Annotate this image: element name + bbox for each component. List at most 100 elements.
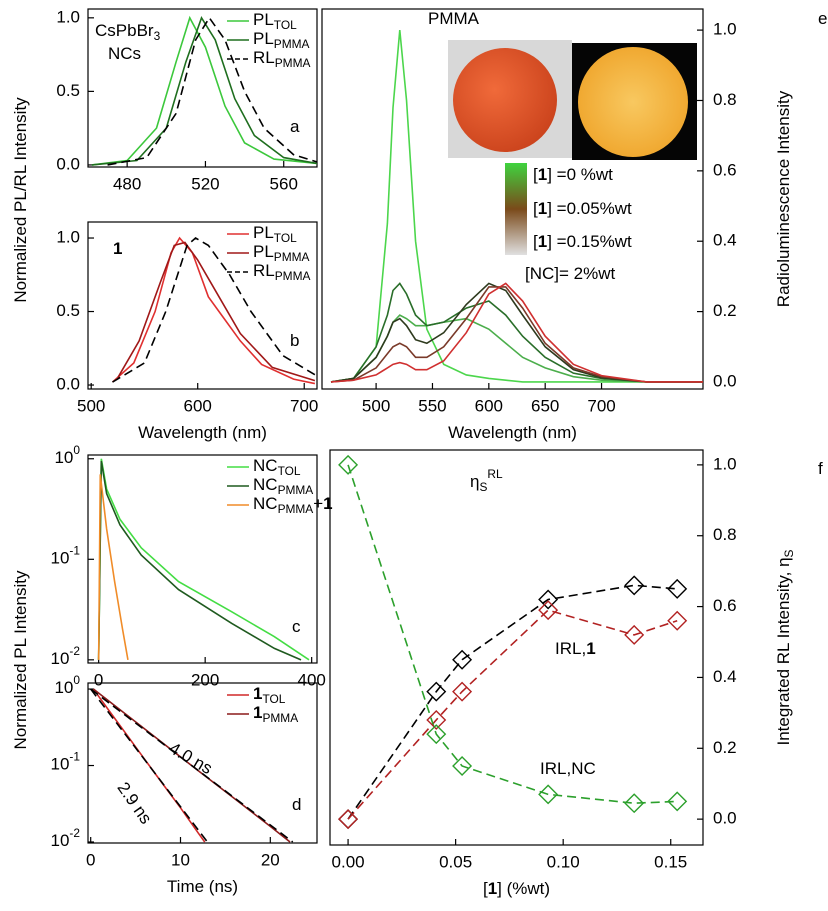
tick-exponent: -2 xyxy=(69,826,80,840)
text-part: Radioluminescence Intensity xyxy=(774,90,793,307)
tick-exponent: 0 xyxy=(73,673,80,687)
text-part: NCs xyxy=(108,44,141,63)
x-tick-label: 0.15 xyxy=(654,852,687,871)
data-marker xyxy=(538,589,559,610)
tick-base: 10 xyxy=(54,679,73,698)
tick-base: 10 xyxy=(51,549,70,568)
data-marker xyxy=(338,454,359,475)
y-tick-label: 10-2 xyxy=(51,644,81,668)
annotation: f xyxy=(818,459,823,478)
text-part: CsPbBr xyxy=(95,21,154,40)
y-tick-label: 0.0 xyxy=(713,809,737,828)
yellow-sample xyxy=(578,47,688,157)
text-part: PMMA xyxy=(262,711,298,725)
y-axis-label: Normalized PL/RL Intensity xyxy=(11,97,30,303)
y-tick-label: 1.0 xyxy=(56,7,80,26)
text-part: 3 xyxy=(154,29,161,43)
legend-label: RLPMMA xyxy=(253,48,310,70)
x-axis-label: Wavelength (nm) xyxy=(448,423,577,442)
series-group xyxy=(91,15,317,166)
y-tick-label: 0.2 xyxy=(713,738,737,757)
annotation: 1 xyxy=(113,239,122,258)
plot-frame xyxy=(87,221,318,390)
series-line xyxy=(107,16,317,166)
series-line xyxy=(92,688,291,843)
text-part: ] =0.15%wt xyxy=(547,232,632,251)
data-marker xyxy=(338,809,359,830)
y-tick-label: 10-1 xyxy=(51,750,81,774)
text-part: f xyxy=(818,459,823,478)
annotation: 4.0 ns xyxy=(166,739,216,779)
tick-exponent: -2 xyxy=(69,644,80,658)
y-tick-label: 0.4 xyxy=(713,231,737,250)
annotation: PMMA xyxy=(428,9,480,28)
text-part: PMMA xyxy=(275,56,311,70)
text-part: PMMA xyxy=(278,502,314,516)
data-marker xyxy=(538,600,559,621)
legend-label: 1TOL xyxy=(253,684,286,706)
data-marker xyxy=(538,784,559,805)
data-marker xyxy=(667,610,688,631)
text-part: S xyxy=(479,480,487,494)
legend-label: 1PMMA xyxy=(253,703,298,725)
series-group xyxy=(90,688,294,843)
data-marker xyxy=(452,681,473,702)
x-tick-label: 600 xyxy=(184,396,212,415)
plot-frame xyxy=(321,8,704,390)
text-part: ] =0.05%wt xyxy=(547,199,632,218)
data-marker xyxy=(426,681,447,702)
legend-label: PLTOL xyxy=(253,223,297,245)
data-marker xyxy=(426,724,447,745)
series-line xyxy=(90,688,294,843)
x-tick-label: 650 xyxy=(531,396,559,415)
series-group xyxy=(111,236,316,385)
text-part: b xyxy=(290,331,299,350)
text-part: 1 xyxy=(586,639,595,658)
plot-frame xyxy=(329,449,704,846)
text-part: 1 xyxy=(113,239,122,258)
text-part: Wavelength (nm) xyxy=(448,423,577,442)
y-tick-label: 0.0 xyxy=(713,371,737,390)
y-tick-label: 0.6 xyxy=(713,596,737,615)
y-tick-label: 10-1 xyxy=(51,543,81,567)
legend-label: PLPMMA xyxy=(253,29,310,51)
series-line xyxy=(111,236,316,385)
annotation: e xyxy=(818,9,827,28)
text-part: NC xyxy=(253,475,278,494)
panel: 0.00 0.05 0.10 0.150.00.20.40.60.81.0[1] (%… xyxy=(329,449,823,898)
text-part: Wavelength (nm) xyxy=(138,423,267,442)
x-tick-label: 0 xyxy=(94,670,103,689)
text-part: RL,NC xyxy=(545,759,596,778)
x-axis-label: Time (ns) xyxy=(167,877,238,896)
tick-base: 10 xyxy=(51,755,70,774)
x-tick-label: 200 xyxy=(191,670,219,689)
series-line xyxy=(90,688,209,843)
x-tick-label: 10 xyxy=(171,850,190,869)
x-tick-label: 500 xyxy=(77,396,105,415)
annotation: c xyxy=(292,617,301,636)
text-part: TOL xyxy=(278,464,301,478)
data-marker xyxy=(667,578,688,599)
series-line xyxy=(117,241,316,382)
y-tick-label: 1.0 xyxy=(713,20,737,39)
text-part: RL, xyxy=(560,639,586,658)
text-part: 1 xyxy=(538,232,547,251)
x-tick-label: 0.00 xyxy=(332,852,365,871)
text-part: PMMA xyxy=(428,9,480,28)
series-line xyxy=(112,237,316,383)
text-part: Normalized PL Intensity xyxy=(11,570,30,749)
text-part: ] =0 %wt xyxy=(547,165,613,184)
data-marker xyxy=(624,624,645,645)
text-part: + xyxy=(313,494,323,513)
x-tick-label: 520 xyxy=(191,174,219,193)
y-tick-label: 1.0 xyxy=(56,228,80,247)
data-marker xyxy=(452,649,473,670)
text-part: NC xyxy=(253,494,278,513)
series-line xyxy=(97,460,302,661)
annotation: IRL,NC xyxy=(540,759,596,778)
x-tick-label: 600 xyxy=(475,396,503,415)
text-part: [ xyxy=(533,165,538,184)
annotation: CsPbBr3 xyxy=(95,21,161,43)
